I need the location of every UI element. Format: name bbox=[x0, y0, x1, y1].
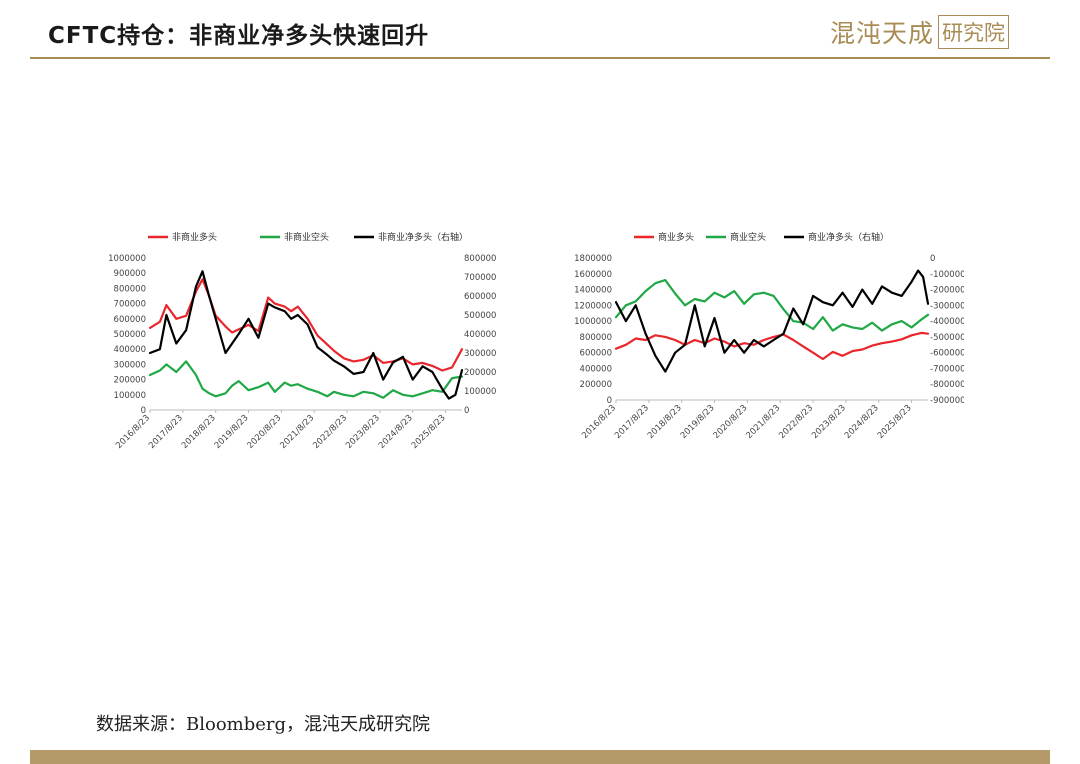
y-tick-label-right: -300000 bbox=[930, 301, 964, 311]
x-tick-label: 2022/8/23 bbox=[311, 413, 349, 451]
y-tick-label-right: -700000 bbox=[930, 364, 964, 374]
y-tick-label-right: 100000 bbox=[464, 387, 496, 397]
x-tick-label: 2024/8/23 bbox=[843, 403, 881, 441]
y-tick-label-left: 1400000 bbox=[574, 286, 612, 296]
x-tick-label: 2025/8/23 bbox=[876, 403, 914, 441]
y-tick-label-left: 400000 bbox=[580, 364, 612, 374]
chart-svg: 非商业多头 非商业空头 非商业净多头（右轴） 0 100000 200000 300000 4… bbox=[108, 231, 496, 451]
x-tick-label: 2016/8/23 bbox=[580, 403, 618, 441]
y-tick-label-right: -600000 bbox=[930, 349, 964, 359]
y-tick-label-right: -500000 bbox=[930, 333, 964, 343]
y-tick-label-left: 600000 bbox=[580, 349, 612, 359]
y-tick-label-left: 0 bbox=[141, 406, 146, 416]
y-tick-label-left: 400000 bbox=[114, 345, 146, 355]
y-tick-label-left: 200000 bbox=[580, 380, 612, 390]
y-tick-label-right: -900000 bbox=[930, 396, 964, 406]
legend-label: 非商业多头 bbox=[172, 231, 217, 243]
x-tick-label: 2017/8/23 bbox=[147, 413, 185, 451]
y-tick-label-left: 1000000 bbox=[108, 254, 146, 264]
logo-text: 混沌天成 bbox=[830, 19, 935, 48]
x-tick-label: 2019/8/23 bbox=[679, 403, 717, 441]
y-tick-label-left: 1800000 bbox=[574, 254, 612, 264]
x-tick-label: 2023/8/23 bbox=[344, 413, 382, 451]
y-tick-label-right: -100000 bbox=[930, 270, 964, 280]
y-tick-label-right: 700000 bbox=[464, 273, 496, 283]
legend-label: 商业多头 bbox=[658, 231, 694, 243]
x-tick-label: 2023/8/23 bbox=[810, 403, 848, 441]
header-divider bbox=[30, 57, 1050, 59]
y-tick-label-left: 500000 bbox=[114, 330, 146, 340]
page-title: CFTC持仓：非商业净多头快速回升 bbox=[48, 23, 430, 49]
chart-commercial-positions: 商业多头 商业空头 商业净多头（右轴） 0 200000 400000 600000 8000… bbox=[574, 222, 965, 462]
x-tick-label: 2021/8/23 bbox=[744, 403, 782, 441]
y-tick-label-right: 500000 bbox=[464, 311, 496, 321]
x-tick-label: 2024/8/23 bbox=[377, 413, 415, 451]
y-tick-label-left: 0 bbox=[607, 396, 612, 406]
x-tick-label: 2020/8/23 bbox=[246, 413, 284, 451]
legend-label: 商业空头 bbox=[730, 231, 766, 243]
y-tick-label-right: 600000 bbox=[464, 292, 496, 302]
y-tick-label-left: 800000 bbox=[580, 333, 612, 343]
x-tick-label: 2017/8/23 bbox=[613, 403, 651, 441]
y-tick-label-right: 300000 bbox=[464, 349, 496, 359]
brand-logo: 混沌天成 研究院 bbox=[830, 14, 1010, 50]
legend-label: 非商业空头 bbox=[284, 231, 329, 243]
series-line bbox=[614, 269, 930, 373]
y-tick-label-left: 1000000 bbox=[574, 317, 612, 327]
y-tick-label-left: 600000 bbox=[114, 315, 146, 325]
chart-svg: 商业多头 商业空头 商业净多头（右轴） 0 200000 400000 600000 8000… bbox=[574, 231, 965, 441]
y-tick-label-left: 300000 bbox=[114, 360, 146, 370]
x-tick-label: 2025/8/23 bbox=[410, 413, 448, 451]
x-tick-label: 2018/8/23 bbox=[180, 413, 218, 451]
y-tick-label-right: -800000 bbox=[930, 380, 964, 390]
chart-noncommercial-positions: 非商业多头 非商业空头 非商业净多头（右轴） 0 100000 200000 300000 4… bbox=[108, 222, 498, 462]
footer-bar bbox=[30, 750, 1050, 764]
y-tick-label-right: -400000 bbox=[930, 317, 964, 327]
y-tick-label-left: 1200000 bbox=[574, 301, 612, 311]
y-tick-label-left: 100000 bbox=[114, 391, 146, 401]
y-tick-label-right: 800000 bbox=[464, 254, 496, 264]
y-tick-label-right: -200000 bbox=[930, 286, 964, 296]
series-line bbox=[148, 278, 464, 372]
y-tick-label-right: 0 bbox=[930, 254, 935, 264]
x-tick-label: 2018/8/23 bbox=[646, 403, 684, 441]
x-tick-label: 2022/8/23 bbox=[777, 403, 815, 441]
y-tick-label-right: 0 bbox=[464, 406, 469, 416]
legend-label: 非商业净多头（右轴） bbox=[378, 231, 468, 243]
series-line bbox=[148, 360, 464, 399]
logo-box-text: 研究院 bbox=[938, 15, 1010, 49]
y-tick-label-right: 200000 bbox=[464, 368, 496, 378]
series-line bbox=[148, 270, 464, 400]
x-tick-label: 2021/8/23 bbox=[278, 413, 316, 451]
x-tick-label: 2019/8/23 bbox=[213, 413, 251, 451]
y-tick-label-left: 200000 bbox=[114, 376, 146, 386]
series-line bbox=[614, 278, 930, 332]
y-tick-label-left: 800000 bbox=[114, 284, 146, 294]
y-tick-label-left: 700000 bbox=[114, 300, 146, 310]
x-tick-label: 2016/8/23 bbox=[114, 413, 152, 451]
series-line bbox=[614, 331, 930, 361]
data-source-note: 数据来源：Bloomberg，混沌天成研究院 bbox=[96, 714, 431, 735]
y-tick-label-left: 900000 bbox=[114, 269, 146, 279]
legend-label: 商业净多头（右轴） bbox=[808, 231, 889, 243]
y-tick-label-right: 400000 bbox=[464, 330, 496, 340]
x-tick-label: 2020/8/23 bbox=[712, 403, 750, 441]
y-tick-label-left: 1600000 bbox=[574, 270, 612, 280]
